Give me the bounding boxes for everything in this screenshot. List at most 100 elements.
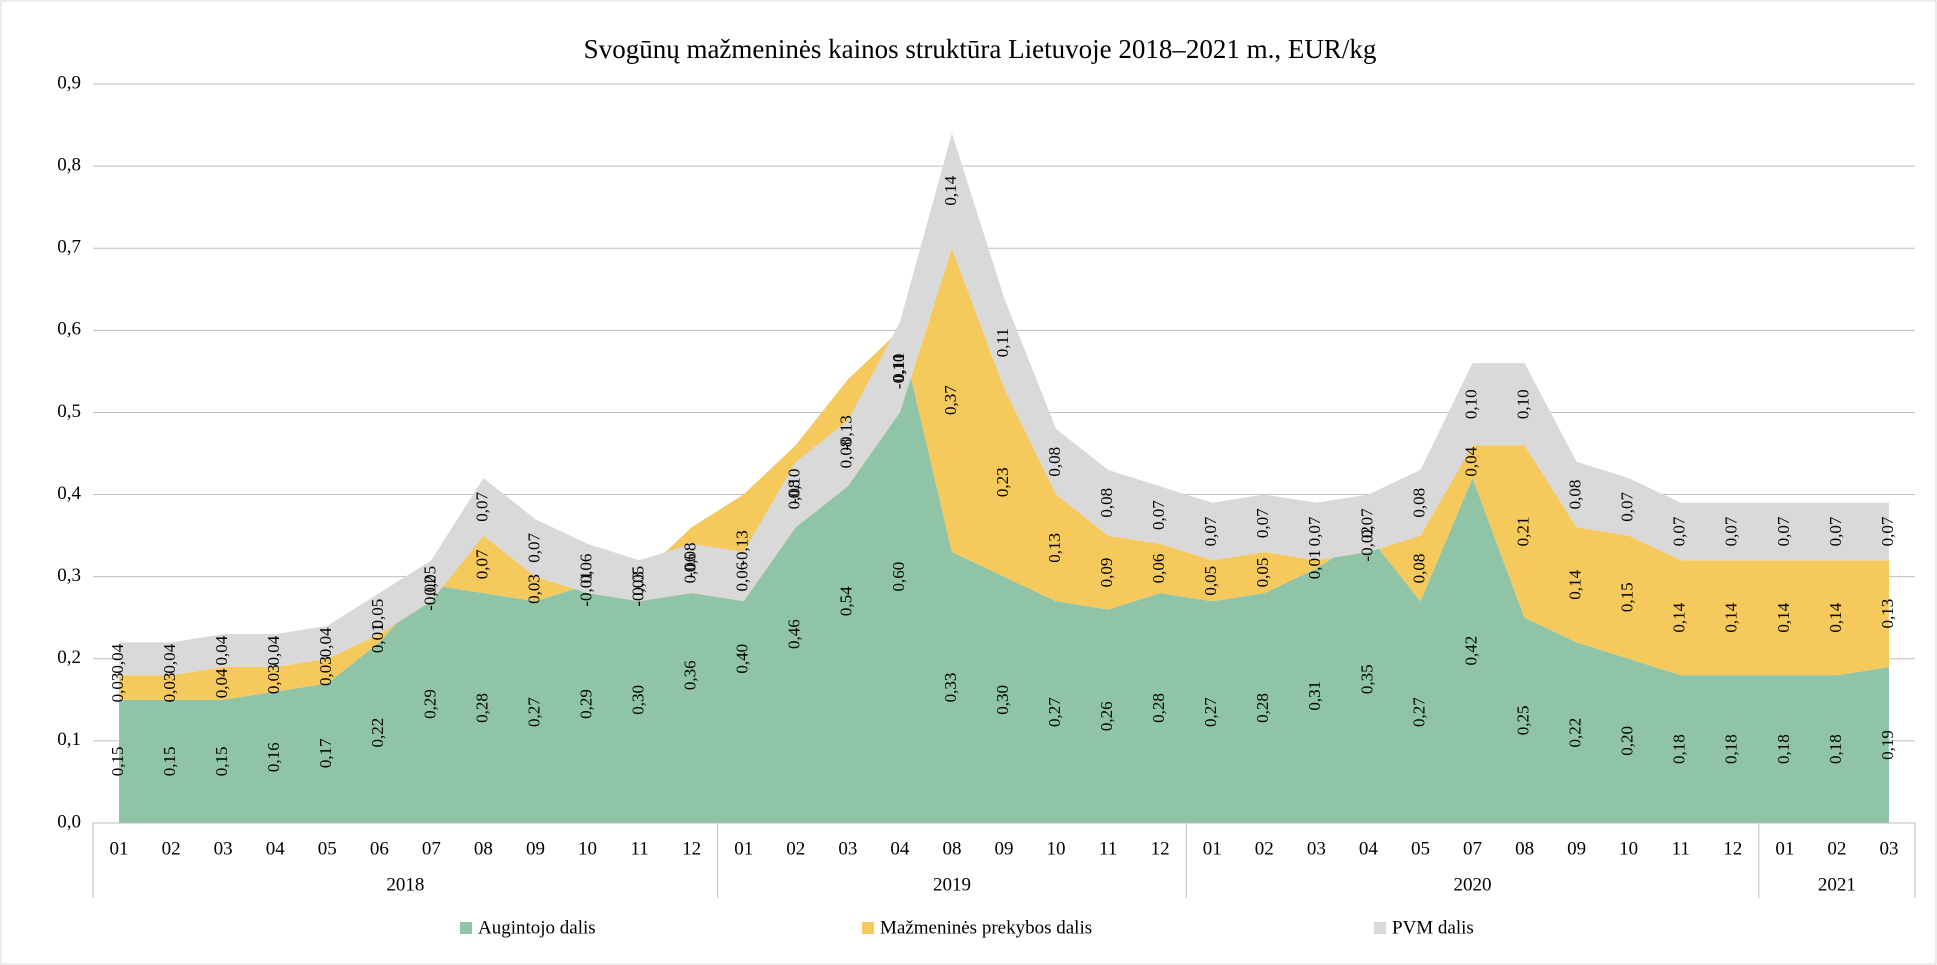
value-label: 0,27 xyxy=(1045,697,1064,727)
y-tick-label: 0,0 xyxy=(57,811,81,832)
value-label: 0,08 xyxy=(1409,488,1428,518)
value-label: 0,10 xyxy=(1513,389,1532,419)
y-tick-label: 0,8 xyxy=(57,154,81,175)
x-tick-label: 03 xyxy=(838,838,857,859)
legend-swatch xyxy=(460,922,472,934)
value-label: 0,18 xyxy=(1722,734,1741,764)
value-label: 0,07 xyxy=(1878,516,1897,546)
value-label: 0,06 xyxy=(681,554,700,584)
value-label: 0,04 xyxy=(264,635,283,665)
value-label: -0,10 xyxy=(889,354,908,389)
value-label: 0,14 xyxy=(1722,602,1741,632)
y-tick-label: 0,9 xyxy=(57,72,81,93)
value-label: 0,29 xyxy=(576,689,595,719)
legend-label: PVM dalis xyxy=(1392,917,1474,938)
legend-label: Augintojo dalis xyxy=(478,917,596,938)
value-label: 0,03 xyxy=(108,673,127,703)
x-tick-label: 05 xyxy=(1411,838,1430,859)
y-tick-label: 0,3 xyxy=(57,565,81,586)
x-tick-label: 08 xyxy=(942,838,961,859)
value-label: -0,13 xyxy=(837,415,856,450)
value-label: 0,01 xyxy=(368,623,387,653)
value-label: -0,13 xyxy=(733,530,752,565)
value-label: 0,08 xyxy=(1045,447,1064,477)
value-label: 0,07 xyxy=(1201,516,1220,546)
value-label: 0,04 xyxy=(212,635,231,665)
value-label: 0,04 xyxy=(108,643,127,673)
value-label: 0,15 xyxy=(1618,582,1637,612)
value-label: 0,42 xyxy=(1461,636,1480,666)
x-tick-label: 02 xyxy=(1255,838,1274,859)
value-label: -0,10 xyxy=(785,469,804,504)
value-label: 0,30 xyxy=(629,685,648,715)
value-label: 0,06 xyxy=(576,554,595,584)
value-label: 0,13 xyxy=(1045,533,1064,563)
value-label: 0,07 xyxy=(1774,516,1793,546)
value-label: 0,40 xyxy=(733,644,752,674)
value-label: 0,35 xyxy=(1357,664,1376,694)
value-label: 0,46 xyxy=(785,619,804,649)
x-tick-label: 12 xyxy=(1151,838,1170,859)
value-label: 0,54 xyxy=(837,586,856,616)
value-label: 0,05 xyxy=(420,566,439,596)
group-label: 2021 xyxy=(1818,874,1856,895)
value-label: 0,07 xyxy=(1722,516,1741,546)
value-label: 0,07 xyxy=(1357,508,1376,538)
x-tick-label: 11 xyxy=(1099,838,1117,859)
value-label: 0,07 xyxy=(472,549,491,579)
x-tick-label: 02 xyxy=(162,838,181,859)
value-label: 0,19 xyxy=(1878,730,1897,760)
value-label: 0,09 xyxy=(1097,558,1116,588)
value-label: 0,14 xyxy=(1670,602,1689,632)
x-tick-label: 07 xyxy=(1463,838,1482,859)
value-label: 0,08 xyxy=(1409,554,1428,584)
value-label: 0,07 xyxy=(472,491,491,521)
x-tick-label: 12 xyxy=(682,838,701,859)
value-label: 0,31 xyxy=(1305,681,1324,711)
value-label: 0,07 xyxy=(1618,491,1637,521)
x-tick-label: 08 xyxy=(1515,838,1534,859)
x-tick-label: 04 xyxy=(1359,838,1379,859)
value-label: 0,07 xyxy=(524,533,543,563)
value-label: 0,08 xyxy=(837,439,856,469)
value-label: -0,02 xyxy=(1357,526,1376,561)
area xyxy=(119,133,1889,676)
value-label: 0,07 xyxy=(1826,516,1845,546)
value-label: 0,14 xyxy=(1826,602,1845,632)
group-label: 2020 xyxy=(1454,874,1492,895)
value-label: 0,20 xyxy=(1618,726,1637,756)
x-tick-label: 10 xyxy=(1619,838,1638,859)
value-label: -0,03 xyxy=(629,571,648,606)
value-label: 0,03 xyxy=(264,664,283,694)
group-label: 2019 xyxy=(933,874,971,895)
y-tick-label: 0,2 xyxy=(57,647,81,668)
value-label: 0,07 xyxy=(1149,500,1168,530)
value-label: 0,33 xyxy=(941,673,960,703)
value-label: 0,15 xyxy=(108,747,127,777)
value-label: 0,15 xyxy=(212,747,231,777)
value-label: 0,15 xyxy=(160,747,179,777)
y-tick-label: 0,5 xyxy=(57,401,81,422)
value-label: 0,26 xyxy=(1097,701,1116,731)
value-label: 0,16 xyxy=(264,742,283,772)
value-label: 0,10 xyxy=(1461,389,1480,419)
value-label: 0,60 xyxy=(889,562,908,592)
value-label: 0,22 xyxy=(368,718,387,748)
x-tick-label: 01 xyxy=(1775,838,1794,859)
value-label: 0,14 xyxy=(941,175,960,205)
value-label: -0,01 xyxy=(576,571,595,606)
value-label: 0,08 xyxy=(785,480,804,510)
value-label: 0,21 xyxy=(1513,517,1532,547)
x-tick-label: 12 xyxy=(1723,838,1742,859)
value-label: 0,17 xyxy=(316,738,335,768)
value-label: 0,03 xyxy=(524,574,543,604)
x-tick-label: 04 xyxy=(266,838,286,859)
value-label: 0,08 xyxy=(1566,480,1585,510)
value-label: 0,29 xyxy=(420,689,439,719)
x-tick-label: 02 xyxy=(1827,838,1846,859)
x-tick-label: 10 xyxy=(1047,838,1066,859)
value-label: 0,25 xyxy=(1513,705,1532,735)
value-label: 0,28 xyxy=(472,693,491,723)
value-label: 0,08 xyxy=(1097,488,1116,518)
value-label: 0,18 xyxy=(1774,734,1793,764)
